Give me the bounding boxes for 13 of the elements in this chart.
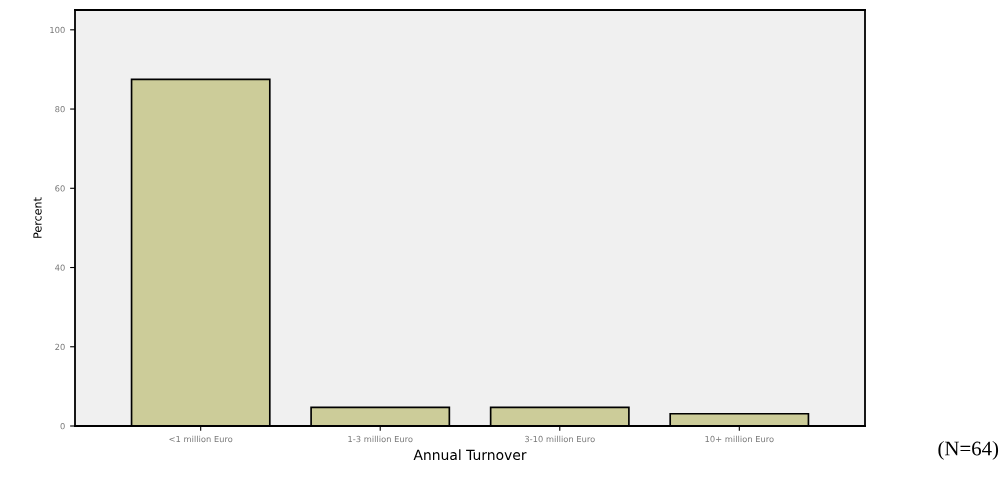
y-tick-label: 80 bbox=[55, 106, 65, 113]
y-tick-label: 100 bbox=[50, 26, 65, 34]
y-tick-label: 60 bbox=[55, 185, 65, 192]
y-tick-label: 0 bbox=[60, 422, 65, 430]
x-tick-label: 10+ million Euro bbox=[705, 435, 774, 443]
x-tick-label: 1-3 million Euro bbox=[348, 435, 413, 443]
x-axis-title: Annual Turnover bbox=[413, 449, 527, 461]
y-axis-title: Percent bbox=[33, 197, 42, 238]
y-tick-label: 20 bbox=[55, 343, 65, 351]
y-tick-label: 40 bbox=[55, 264, 65, 271]
x-tick-label: <1 million Euro bbox=[169, 435, 233, 443]
x-tick-label: 3-10 million Euro bbox=[524, 435, 595, 443]
text: (N=64) bbox=[938, 440, 999, 460]
